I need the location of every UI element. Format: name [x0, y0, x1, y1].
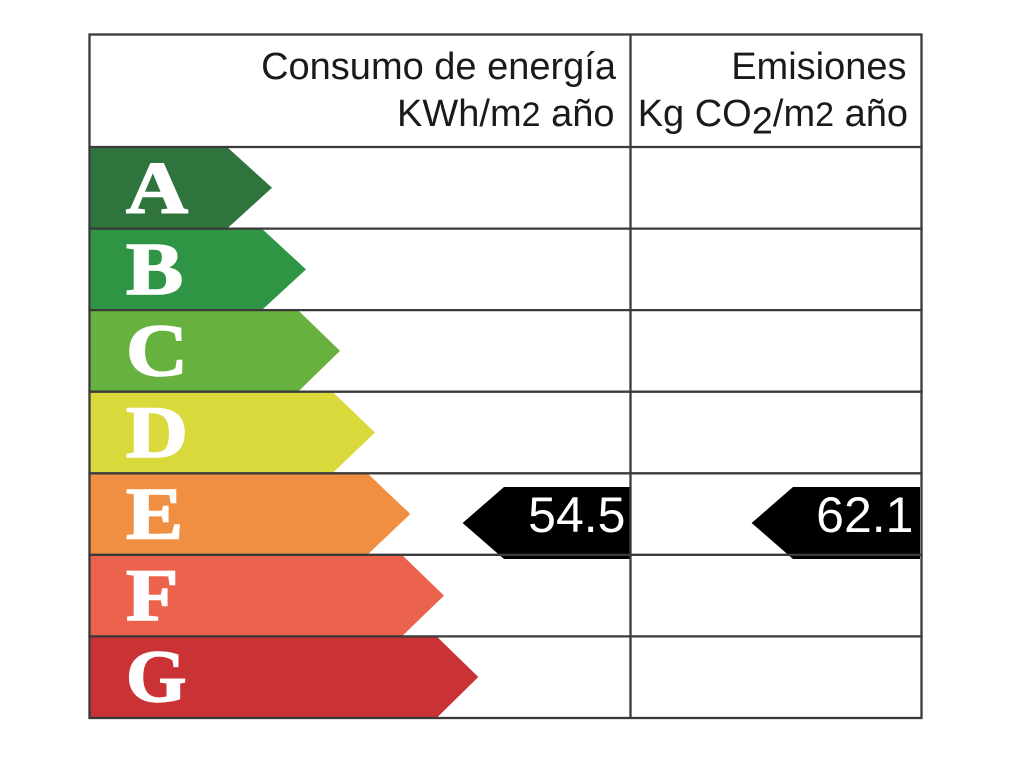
svg-text:C: C — [126, 311, 188, 392]
svg-text:62.1: 62.1 — [816, 487, 913, 543]
svg-text:G: G — [126, 636, 186, 718]
svg-text:54.5: 54.5 — [528, 487, 625, 543]
svg-text:Kg CO2/m2 año: Kg CO2/m2 año — [638, 93, 908, 143]
svg-text:E: E — [126, 474, 183, 555]
svg-text:A: A — [126, 148, 188, 229]
svg-text:Consumo de energía: Consumo de energía — [261, 46, 617, 88]
svg-text:KWh/m2 año: KWh/m2 año — [397, 93, 614, 135]
svg-text:Emisiones: Emisiones — [731, 46, 906, 88]
svg-text:B: B — [126, 229, 183, 310]
svg-text:D: D — [126, 392, 188, 473]
svg-text:F: F — [126, 555, 178, 636]
